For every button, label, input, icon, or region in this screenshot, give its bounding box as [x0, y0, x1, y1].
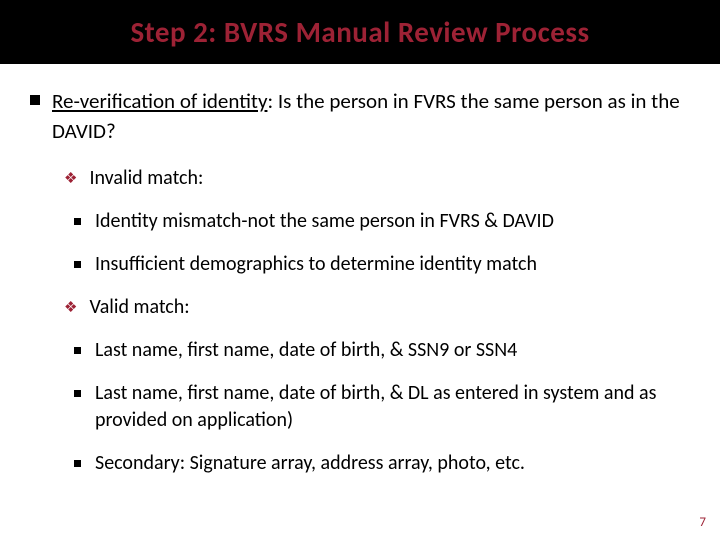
- valid-match-label: Valid match:: [89, 294, 189, 321]
- invalid-item-0: Identity mismatch-not the same person in…: [95, 208, 554, 235]
- level3-item: Secondary: Signature array, address arra…: [74, 450, 690, 477]
- slide-title: Step 2: BVRS Manual Review Process: [0, 14, 720, 50]
- small-square-bullet-icon: [74, 218, 81, 225]
- level2-item-valid: ❖ Valid match:: [64, 294, 690, 321]
- level1-text: Re-verification of identity: Is the pers…: [52, 86, 690, 147]
- level1-underlined: Re-verification of identity: [52, 88, 267, 114]
- level3-item: Insufficient demographics to determine i…: [74, 251, 690, 278]
- title-bar: Step 2: BVRS Manual Review Process: [0, 0, 720, 64]
- level3-item: Last name, first name, date of birth, & …: [74, 380, 690, 434]
- level1-item: Re-verification of identity: Is the pers…: [30, 86, 690, 147]
- valid-item-0: Last name, first name, date of birth, & …: [95, 337, 517, 364]
- square-bullet-icon: [30, 95, 40, 105]
- level2-item-invalid: ❖ Invalid match:: [64, 165, 690, 192]
- valid-item-2: Secondary: Signature array, address arra…: [95, 450, 525, 477]
- small-square-bullet-icon: [74, 347, 81, 354]
- invalid-match-label: Invalid match:: [89, 165, 203, 192]
- level3-item: Last name, first name, date of birth, & …: [74, 337, 690, 364]
- page-number: 7: [699, 515, 706, 530]
- small-square-bullet-icon: [74, 261, 81, 268]
- content-area: Re-verification of identity: Is the pers…: [0, 64, 720, 477]
- valid-item-1: Last name, first name, date of birth, & …: [95, 380, 690, 434]
- diamond-bullet-icon: ❖: [64, 298, 77, 317]
- invalid-item-1: Insufficient demographics to determine i…: [95, 251, 537, 278]
- small-square-bullet-icon: [74, 390, 81, 397]
- diamond-bullet-icon: ❖: [64, 169, 77, 188]
- small-square-bullet-icon: [74, 460, 81, 467]
- level3-item: Identity mismatch-not the same person in…: [74, 208, 690, 235]
